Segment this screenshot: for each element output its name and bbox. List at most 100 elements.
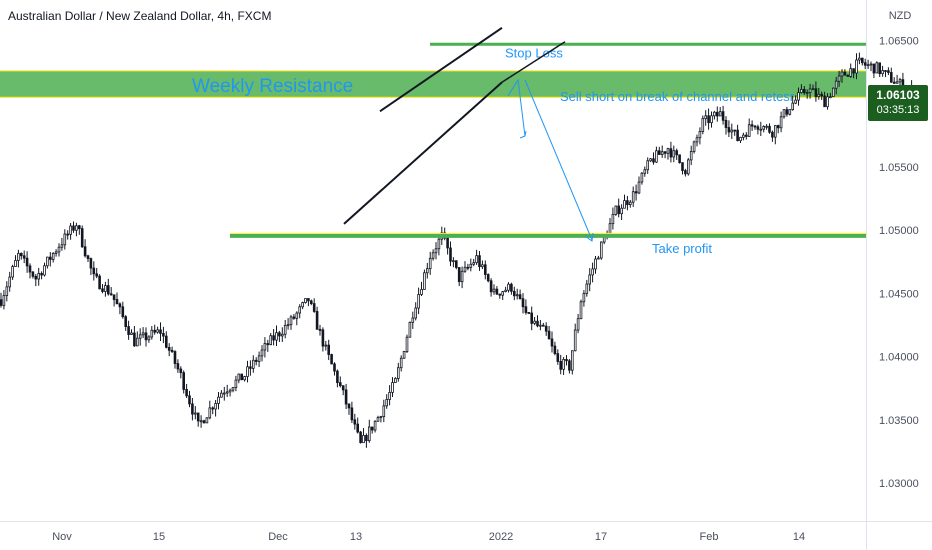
candle-body bbox=[92, 267, 96, 275]
candle-body bbox=[304, 298, 307, 303]
candle-body bbox=[579, 301, 583, 320]
candle-body bbox=[556, 353, 560, 362]
candle-body bbox=[736, 129, 739, 142]
candle-body bbox=[689, 150, 693, 161]
candle-body bbox=[112, 294, 116, 300]
candle-body bbox=[614, 205, 618, 215]
resistance-zone-label: Weekly Resistance bbox=[192, 76, 353, 97]
candle-body bbox=[820, 93, 823, 97]
candle-body bbox=[249, 366, 252, 369]
candle-body bbox=[46, 256, 49, 267]
candle-body bbox=[405, 336, 409, 352]
candle-body bbox=[846, 74, 850, 77]
channel-lower-line[interactable] bbox=[343, 81, 503, 225]
time-tick-label: Feb bbox=[700, 531, 719, 543]
candle-body bbox=[626, 200, 629, 206]
candle-body bbox=[573, 329, 577, 352]
candle-body bbox=[858, 57, 861, 61]
candle-body bbox=[135, 337, 139, 347]
candle-body bbox=[785, 109, 789, 115]
candle-body bbox=[591, 268, 594, 276]
candle-body bbox=[869, 63, 873, 66]
candle-body bbox=[431, 252, 435, 259]
candle-body bbox=[776, 125, 780, 129]
candle-body bbox=[254, 359, 258, 362]
candle-body bbox=[469, 263, 473, 268]
time-tick-label: Dec bbox=[268, 531, 288, 543]
candle-body bbox=[408, 321, 412, 338]
candle-body bbox=[336, 370, 339, 384]
candle-body bbox=[228, 389, 232, 393]
candle-body bbox=[376, 417, 380, 422]
candle-body bbox=[866, 64, 870, 67]
candle-body bbox=[507, 283, 510, 291]
candle-body bbox=[356, 423, 359, 433]
candle-body bbox=[861, 57, 864, 64]
candle-body bbox=[202, 420, 206, 424]
candle-body bbox=[350, 407, 354, 421]
candle-body bbox=[40, 273, 43, 276]
candle-body bbox=[156, 329, 159, 333]
candle-body bbox=[643, 169, 647, 174]
candle-body bbox=[11, 266, 14, 278]
candle-body bbox=[536, 320, 539, 327]
candle-body bbox=[423, 272, 426, 290]
candle-body bbox=[130, 332, 133, 335]
candle-body bbox=[794, 99, 797, 104]
candle-body bbox=[2, 295, 6, 306]
target-arrowhead bbox=[584, 232, 594, 242]
candle-body bbox=[260, 349, 264, 357]
symbol-title[interactable]: Australian Dollar / New Zealand Dollar, … bbox=[8, 9, 272, 23]
candle-body bbox=[571, 350, 574, 371]
candle-body bbox=[283, 324, 287, 335]
candle-body bbox=[312, 303, 316, 312]
candle-body bbox=[759, 128, 763, 131]
candle-body bbox=[878, 62, 881, 75]
candle-body bbox=[765, 125, 768, 128]
candle-body bbox=[513, 290, 516, 297]
candle-body bbox=[437, 238, 441, 250]
price-tick-label: 1.05000 bbox=[879, 225, 919, 237]
candle-body bbox=[837, 75, 841, 82]
retest-path bbox=[507, 78, 526, 137]
last-price-tag: 1.06103 03:35:13 bbox=[868, 85, 928, 121]
candle-body bbox=[272, 335, 275, 341]
axis-currency[interactable]: NZD bbox=[888, 10, 912, 22]
candle-body bbox=[69, 225, 72, 235]
candle-body bbox=[829, 96, 832, 99]
candle-body bbox=[19, 252, 23, 257]
candle-body bbox=[309, 300, 313, 305]
candle-body bbox=[185, 389, 188, 397]
candle-body bbox=[634, 191, 638, 194]
candle-body bbox=[585, 283, 589, 294]
candle-body bbox=[89, 258, 93, 269]
candle-body bbox=[31, 271, 35, 277]
candle-body bbox=[640, 172, 644, 183]
candle-body bbox=[222, 392, 226, 395]
retest-arrowhead bbox=[519, 130, 527, 139]
candle-body bbox=[539, 324, 542, 327]
candle-body bbox=[214, 403, 217, 410]
candle-body bbox=[547, 330, 551, 340]
candle-body bbox=[225, 391, 229, 394]
candle-body bbox=[698, 131, 702, 139]
price-axis[interactable] bbox=[866, 0, 932, 550]
candle-body bbox=[721, 111, 725, 121]
candle-body bbox=[855, 59, 858, 74]
candle-body bbox=[669, 148, 673, 158]
candle-body bbox=[86, 255, 90, 259]
candle-body bbox=[521, 298, 525, 308]
candle-body bbox=[739, 136, 742, 142]
candle-body bbox=[675, 150, 678, 156]
channel-upper-line[interactable] bbox=[379, 26, 503, 113]
candle-body bbox=[472, 262, 475, 265]
candle-body bbox=[892, 81, 896, 84]
candle-body bbox=[872, 63, 876, 74]
candle-body bbox=[220, 392, 223, 398]
candle-body bbox=[182, 372, 186, 390]
candle-body bbox=[594, 258, 597, 270]
candle-body bbox=[544, 325, 548, 332]
candle-body bbox=[141, 332, 145, 336]
candle-body bbox=[713, 111, 716, 117]
